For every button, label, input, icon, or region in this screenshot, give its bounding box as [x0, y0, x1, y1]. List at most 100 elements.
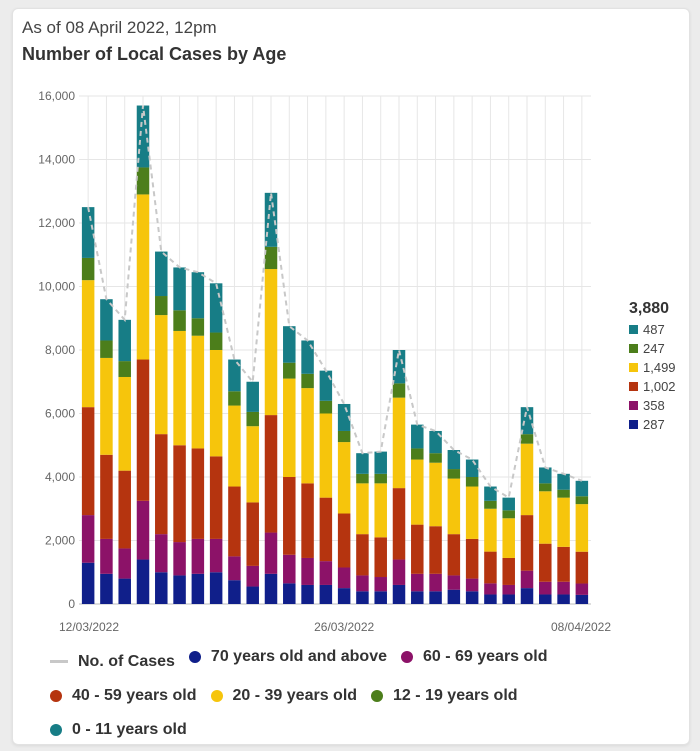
x-tick-label: 12/03/2022 [59, 620, 119, 634]
legend-dot-marker [210, 689, 223, 702]
bar-segment [100, 454, 113, 539]
bar-segment [173, 267, 186, 311]
bar-segment [319, 584, 333, 604]
bar-segment [392, 584, 406, 604]
bar-segment [429, 573, 442, 592]
latest-value: 247 [643, 341, 665, 356]
bar-segment [484, 508, 497, 552]
bar-segment [246, 586, 259, 604]
bar-segment [228, 556, 241, 581]
bar-segment [246, 411, 259, 427]
bar-segment [191, 573, 205, 604]
legend-dot-marker [50, 723, 62, 736]
latest-value-row: 247 [629, 339, 676, 358]
bar-segment [173, 330, 186, 446]
bar-segment [246, 426, 259, 503]
bar-segment [118, 548, 131, 579]
legend-line-marker [50, 660, 68, 663]
bar-segment [155, 296, 168, 316]
bar-segment [539, 483, 552, 492]
legend-item[interactable]: 20 - 39 years old [210, 679, 357, 713]
legend-item[interactable]: 12 - 19 years old [371, 679, 518, 713]
bar-segment [374, 451, 387, 474]
bar-segment [557, 581, 570, 595]
legend-dot-marker [50, 689, 62, 702]
bar-segment [429, 430, 442, 454]
bar-segment [575, 551, 589, 584]
bar-segment [411, 591, 424, 604]
legend-item[interactable]: 60 - 69 years old [401, 640, 548, 674]
bar-segment [447, 589, 461, 604]
legend-item[interactable]: 40 - 59 years old [50, 679, 197, 713]
bar-segment [465, 591, 479, 604]
series-color-swatch [629, 420, 638, 429]
bar-segment [191, 538, 205, 574]
y-tick-label: 8,000 [45, 343, 75, 357]
bar-segment [191, 272, 205, 319]
bar-segment [447, 534, 461, 576]
bar-segment [465, 486, 479, 539]
y-tick-label: 12,000 [38, 216, 75, 230]
bar-segment [191, 448, 205, 539]
bar-segment [484, 583, 497, 595]
bar-segment [539, 543, 552, 582]
bar-segment [575, 496, 589, 505]
bar-segment [100, 357, 113, 455]
bar-segment [502, 497, 515, 511]
legend-item[interactable]: No. of Cases [50, 645, 175, 679]
legend-item[interactable]: 70 years old and above [188, 640, 387, 674]
bar-segment [283, 378, 296, 477]
bar-segment [100, 573, 113, 604]
bar-segment [374, 591, 387, 604]
bar-segment [374, 577, 387, 592]
bar-segment [81, 562, 95, 604]
legend-item[interactable]: 0 - 11 years old [50, 713, 187, 747]
legend-label: 0 - 11 years old [72, 720, 187, 738]
bar-segment [136, 559, 150, 604]
bar-segment [118, 361, 131, 377]
latest-value-row: 1,002 [629, 377, 676, 396]
x-tick-label: 08/04/2022 [551, 620, 611, 634]
bar-segment [81, 280, 95, 408]
bar-segment [337, 588, 351, 604]
bar-segment [283, 362, 296, 379]
bar-segment [100, 340, 113, 358]
bar-segment [520, 515, 534, 571]
as-of-date: As of 08 April 2022, 12pm [22, 18, 217, 37]
bar-segment [209, 350, 223, 457]
bar-segment [118, 470, 131, 549]
bar-segment [429, 462, 442, 527]
bar-segment [264, 246, 278, 270]
series-color-swatch [629, 344, 638, 353]
bar-segment [191, 335, 205, 449]
legend-label: 40 - 59 years old [72, 686, 197, 704]
bar-segment [283, 554, 296, 584]
bar-segment [136, 359, 150, 501]
bar-segment [246, 565, 259, 587]
bar-segment [228, 580, 241, 604]
bar-segment [465, 477, 479, 487]
bar-segment [155, 251, 168, 297]
bar-segment [136, 500, 150, 560]
legend-dot-marker [401, 651, 413, 663]
bar-segment [520, 443, 534, 516]
bar-segment [118, 376, 131, 471]
latest-value: 1,002 [643, 379, 676, 394]
bar-segment [246, 502, 259, 566]
bar-segment [283, 477, 296, 555]
bar-segment [100, 299, 113, 341]
bar-segment [465, 538, 479, 579]
bar-segment [502, 518, 515, 558]
chart-legend: No. of Cases 70 years old and above 60 - 6… [50, 640, 650, 747]
bar-segment [465, 578, 479, 592]
bar-segment [81, 407, 95, 516]
bar-segment [411, 459, 424, 525]
bar-segment [447, 478, 461, 535]
bar-segment [301, 557, 314, 585]
bar-segment [520, 407, 534, 435]
legend-dot-marker [188, 651, 201, 663]
bar-segment [264, 532, 278, 574]
bar-segment [118, 319, 131, 362]
bar-segment [392, 559, 406, 585]
bar-segment [502, 557, 515, 585]
